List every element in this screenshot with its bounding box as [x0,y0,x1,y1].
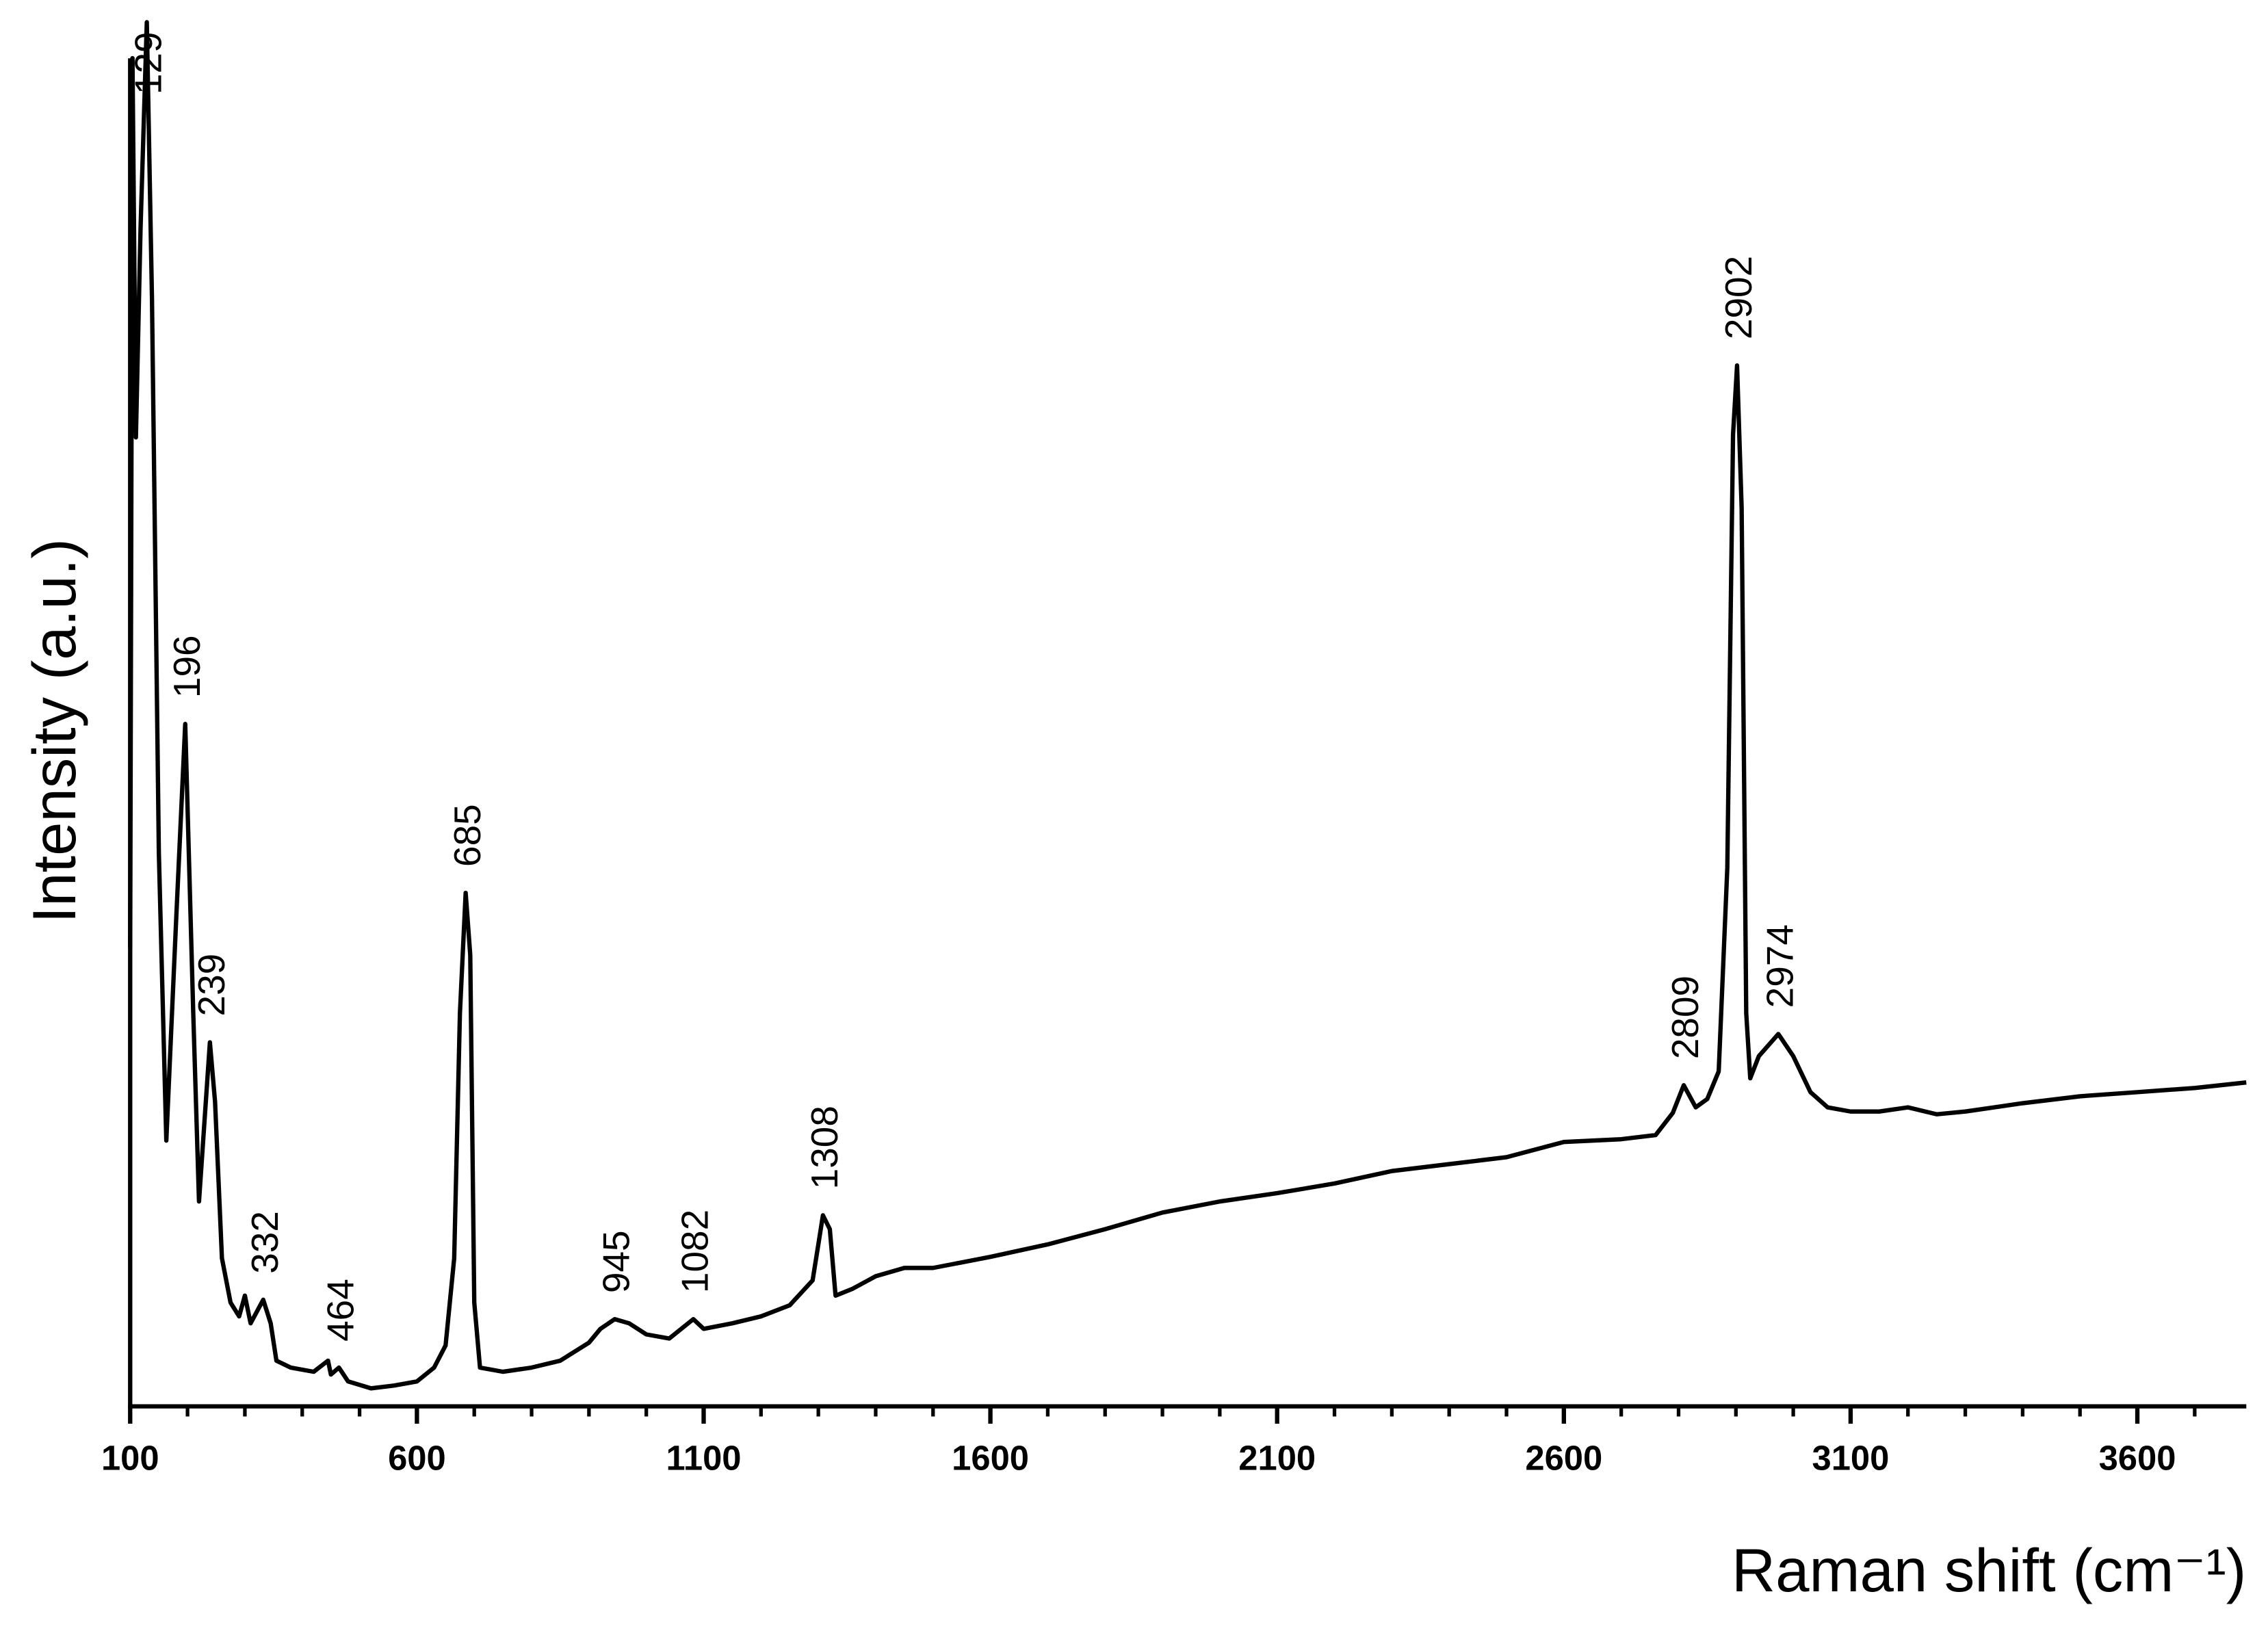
x-tick-label: 3600 [2099,1439,2176,1478]
peak-label: 2974 [1758,924,1801,1008]
peak-label: 685 [446,804,488,867]
x-tick-label: 100 [101,1439,159,1478]
peak-label: 196 [166,635,208,698]
x-tick-label: 600 [388,1439,446,1478]
x-tick-label: 1100 [666,1439,741,1478]
peak-label: 1308 [803,1106,846,1189]
x-tick-label: 2100 [1238,1439,1316,1478]
peak-label: 129 [127,31,170,94]
x-tick-label: 3100 [1812,1439,1889,1478]
x-axis-title: Raman shift (cm⁻¹) [1732,1537,2246,1604]
peak-label: 945 [595,1230,638,1293]
peak-label: 2902 [1717,256,1760,339]
peak-label: 332 [244,1211,286,1274]
x-tick-label: 2600 [1525,1439,1602,1478]
spectrum-line [128,20,2247,1391]
x-tick-label: 1600 [952,1439,1029,1478]
peak-label: 239 [190,954,233,1017]
peak-label: 2809 [1664,976,1706,1059]
y-axis-title: Intensity (a.u.) [21,538,88,924]
peak-label: 1082 [674,1210,716,1293]
peak-label: 464 [320,1279,362,1342]
